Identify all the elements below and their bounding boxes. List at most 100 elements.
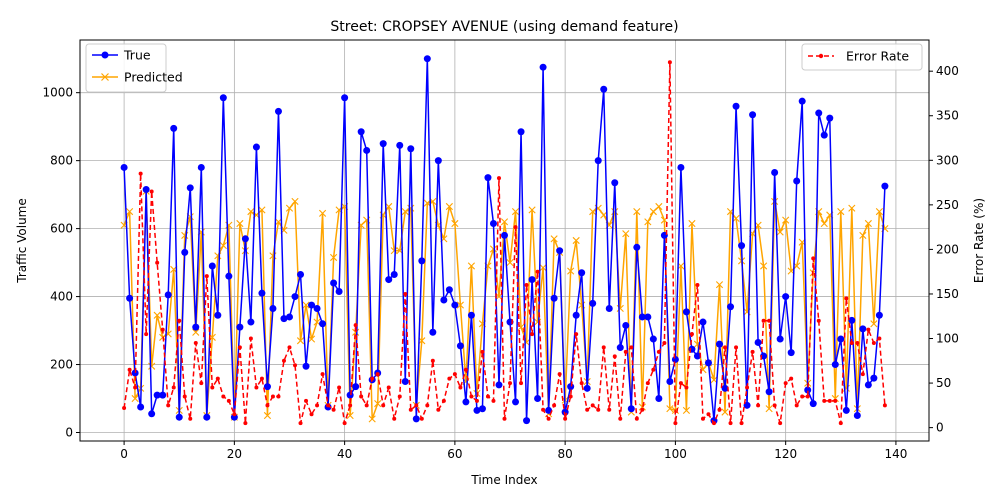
error-rate-point bbox=[480, 349, 485, 354]
error-rate-point bbox=[607, 407, 612, 412]
true-point bbox=[567, 383, 575, 391]
predicted-point bbox=[782, 216, 790, 224]
true-point bbox=[627, 405, 635, 413]
true-point bbox=[771, 169, 779, 177]
error-rate-point bbox=[761, 318, 766, 323]
true-point bbox=[594, 157, 602, 165]
x-tick-label: 100 bbox=[664, 447, 687, 461]
error-rate-point bbox=[541, 407, 546, 412]
error-rate-point bbox=[381, 403, 386, 408]
true-point bbox=[390, 270, 398, 278]
predicted-point bbox=[870, 320, 878, 328]
true-point bbox=[385, 276, 393, 284]
true-point bbox=[489, 220, 497, 228]
true-point bbox=[230, 413, 238, 421]
error-rate-point bbox=[259, 376, 264, 381]
y-tick-label: 800 bbox=[50, 154, 73, 168]
error-rate-point bbox=[342, 421, 347, 426]
error-rate-point bbox=[838, 421, 843, 426]
error-rate-point bbox=[204, 274, 209, 279]
error-rate-point bbox=[877, 336, 882, 341]
error-rate-point bbox=[717, 407, 722, 412]
true-point bbox=[622, 321, 630, 329]
error-rate-point bbox=[337, 385, 342, 390]
error-rate-point bbox=[634, 416, 639, 421]
true-point bbox=[815, 109, 823, 117]
legend-error-label: Error Rate bbox=[846, 49, 909, 64]
error-rate-point bbox=[359, 394, 364, 399]
error-rate-point bbox=[789, 376, 794, 381]
predicted-point bbox=[352, 328, 360, 336]
true-point bbox=[589, 299, 597, 307]
error-rate-point bbox=[618, 416, 623, 421]
predicted-point bbox=[451, 219, 459, 228]
true-point bbox=[379, 140, 387, 148]
error-rate-point bbox=[585, 407, 590, 412]
y-tick-label: 600 bbox=[50, 222, 73, 236]
predicted-point bbox=[655, 202, 663, 211]
error-rate-point bbox=[331, 407, 336, 412]
legend-left: True Predicted bbox=[85, 43, 183, 93]
error-rate-point bbox=[833, 398, 838, 403]
error-rate-point bbox=[441, 398, 446, 403]
predicted-point bbox=[296, 337, 305, 345]
predicted-point bbox=[864, 219, 872, 228]
true-point bbox=[545, 406, 553, 414]
error-rate-point bbox=[469, 394, 474, 399]
true-point bbox=[445, 286, 453, 294]
true-point bbox=[666, 378, 674, 386]
true-series bbox=[120, 55, 889, 425]
true-point bbox=[423, 55, 431, 63]
true-point bbox=[693, 352, 701, 360]
true-point bbox=[407, 145, 415, 153]
error-rate-point bbox=[711, 421, 716, 426]
error-rate-point bbox=[546, 416, 551, 421]
y2-tick-label: 150 bbox=[936, 287, 959, 301]
error-rate-point bbox=[193, 340, 198, 345]
error-rate-point bbox=[315, 403, 320, 408]
true-point bbox=[820, 131, 828, 139]
y2-axis-label: Error Rate (%) bbox=[972, 198, 986, 283]
x-tick-label: 80 bbox=[558, 447, 573, 461]
true-point bbox=[578, 269, 586, 277]
true-point bbox=[153, 391, 161, 399]
error-rate-point bbox=[563, 416, 568, 421]
predicted-point bbox=[837, 208, 845, 216]
error-rate-point bbox=[248, 336, 253, 341]
predicted-point bbox=[638, 403, 646, 411]
predicted-point bbox=[467, 262, 476, 270]
true-point bbox=[804, 386, 812, 394]
x-tick-label: 0 bbox=[120, 447, 128, 461]
predicted-point bbox=[192, 328, 200, 336]
true-point bbox=[749, 111, 757, 119]
predicted-point bbox=[489, 245, 498, 253]
error-rate-point bbox=[502, 416, 507, 421]
true-point bbox=[875, 311, 883, 319]
true-point bbox=[644, 313, 652, 321]
y-tick-label: 0 bbox=[65, 426, 73, 440]
predicted-point bbox=[456, 301, 464, 309]
predicted-point bbox=[765, 405, 773, 413]
legend-true-label: True bbox=[123, 48, 151, 63]
true-point bbox=[754, 338, 762, 346]
error-rate-point bbox=[778, 421, 783, 426]
error-rate-point bbox=[800, 394, 805, 399]
error-rate-point bbox=[304, 398, 309, 403]
error-rate-point bbox=[767, 318, 772, 323]
error-rate-point bbox=[816, 318, 821, 323]
true-point bbox=[363, 146, 371, 154]
error-rate-point bbox=[519, 381, 524, 386]
error-rate-point bbox=[794, 403, 799, 408]
error-rate-point bbox=[734, 345, 739, 350]
error-rate-point bbox=[237, 345, 242, 350]
true-point bbox=[671, 355, 679, 363]
true-point bbox=[396, 141, 404, 149]
error-rate-point bbox=[678, 381, 683, 386]
true-point bbox=[148, 410, 156, 418]
error-rate-point bbox=[662, 340, 667, 345]
true-point bbox=[809, 400, 817, 408]
error-rate-point bbox=[452, 372, 457, 377]
error-rate-point bbox=[188, 416, 193, 421]
predicted-point bbox=[258, 206, 266, 214]
